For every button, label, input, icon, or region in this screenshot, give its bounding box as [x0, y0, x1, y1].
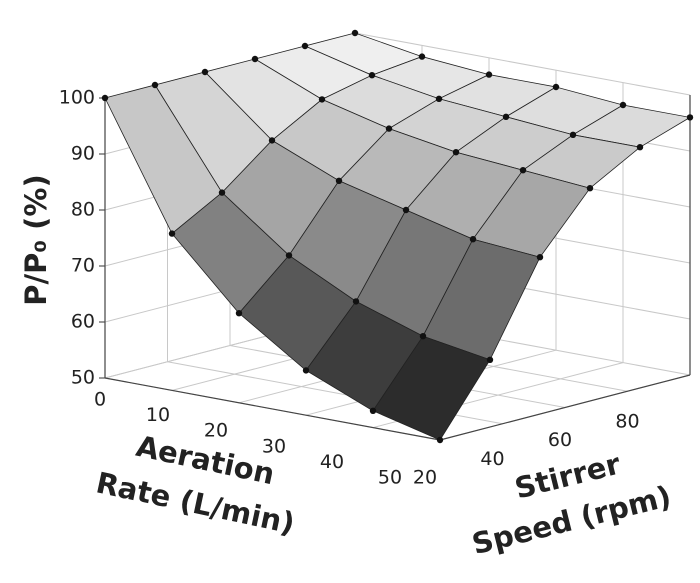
surface-point [151, 81, 159, 89]
surface-point [251, 55, 259, 63]
z-tick-label: 50 [71, 367, 95, 389]
x-tick-label: 0 [94, 389, 106, 411]
z-axis-label: P/P₀ (%) [19, 174, 53, 305]
surface-point [536, 254, 544, 261]
z-tick-label: 60 [71, 311, 95, 333]
surface-point [436, 436, 444, 444]
surface-point [452, 149, 460, 156]
surface-point [485, 71, 493, 78]
surface [101, 29, 694, 444]
surface-point [352, 298, 360, 305]
surface-point [101, 94, 109, 102]
surface-point [318, 96, 326, 103]
surface-point [385, 125, 393, 132]
y-tick-label: 80 [615, 410, 639, 432]
surface-point [218, 189, 226, 196]
surface-point [519, 167, 527, 174]
surface-point [619, 101, 627, 109]
surface-point [569, 131, 577, 138]
z-tick-label: 80 [71, 199, 95, 221]
surface-point [268, 137, 276, 144]
surface-point [235, 310, 243, 317]
surface-point [469, 236, 477, 243]
surface-point [168, 230, 176, 237]
surface-point [486, 356, 494, 363]
z-tick-label: 100 [59, 87, 95, 109]
surface-point [435, 95, 443, 103]
surface-point [351, 29, 359, 37]
surface-point [369, 407, 377, 414]
x-tick-label: 40 [320, 451, 344, 473]
x-tick-label: 50 [378, 467, 402, 489]
x-tick-label: 10 [146, 404, 170, 426]
z-tick-label: 90 [71, 143, 95, 165]
surface-point [418, 53, 426, 60]
grid-line [354, 32, 691, 96]
surface-point [636, 144, 644, 151]
z-tick-label: 70 [71, 255, 95, 277]
x-tick-label: 20 [204, 420, 228, 442]
y-tick-label: 60 [548, 429, 572, 451]
x-tick-label: 30 [262, 435, 286, 457]
surface-point [502, 113, 510, 121]
axis-line [439, 374, 691, 441]
surface-point [201, 68, 209, 76]
surface-point [335, 177, 343, 184]
surface-point [586, 185, 594, 192]
axis-line [104, 377, 441, 441]
surface-point [402, 206, 410, 214]
y-tick-label: 40 [480, 448, 504, 470]
surface-point [301, 42, 309, 50]
surface-point [285, 252, 293, 259]
surface-point [302, 367, 310, 374]
surface-point [552, 83, 560, 91]
surface-point [419, 333, 427, 340]
surface-point [686, 114, 694, 121]
surface-point [368, 72, 376, 79]
y-tick-label: 20 [413, 467, 437, 489]
